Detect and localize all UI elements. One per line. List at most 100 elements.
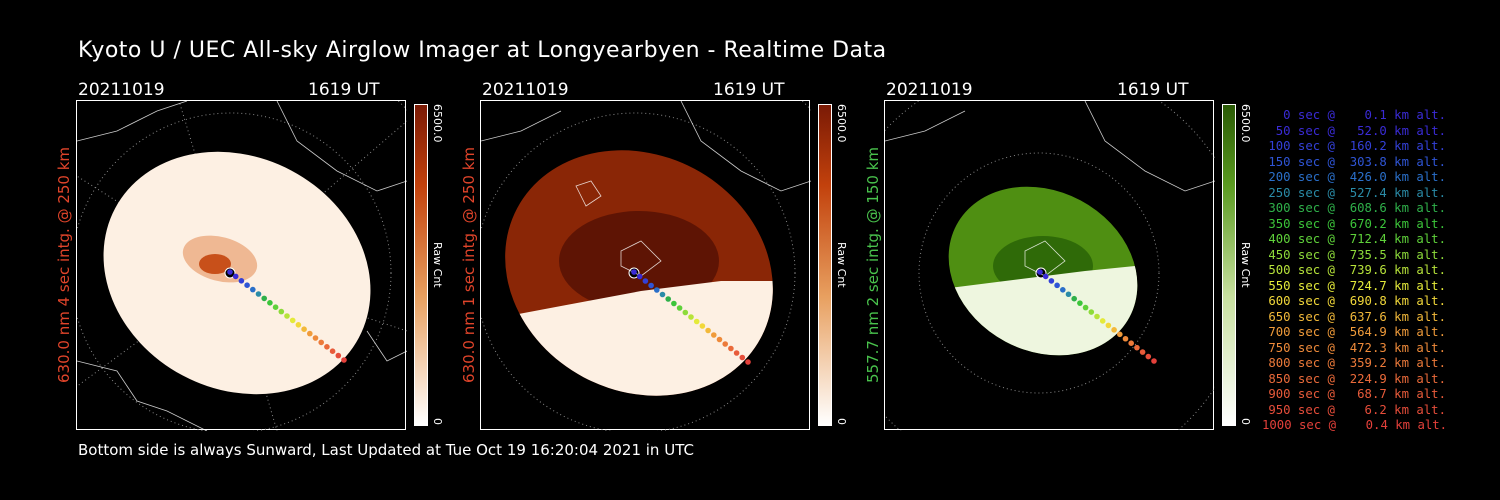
trajectory-dot xyxy=(250,286,256,293)
legend-row: 750 sec @ 472.3 km alt. xyxy=(1268,340,1446,355)
trajectory-dot xyxy=(1071,295,1077,302)
trajectory-dot xyxy=(716,336,723,343)
trajectory-dot xyxy=(1111,327,1117,333)
trajectory-dot xyxy=(688,314,694,320)
trajectory-dot xyxy=(705,327,711,334)
trajectory-dot xyxy=(1060,287,1066,293)
trajectory-dot xyxy=(301,326,307,333)
panel-1-colorbar xyxy=(414,104,428,426)
trajectory-dot xyxy=(1077,300,1083,306)
altitude-legend: 0 sec @ 0.1 km alt. 50 sec @ 52.0 km alt.… xyxy=(1262,108,1448,434)
trajectory-dot xyxy=(636,273,643,280)
panel-1-image xyxy=(76,100,407,431)
trajectory-dot xyxy=(1054,282,1060,289)
trajectory-dot xyxy=(335,352,342,359)
trajectory-dot xyxy=(699,323,706,329)
legend-row: 150 sec @ 303.8 km alt. xyxy=(1268,154,1446,169)
trajectory-dot xyxy=(1122,335,1129,342)
panel-3-time: 1619 UT xyxy=(1117,80,1189,100)
legend-row: 550 sec @ 724.7 km alt. xyxy=(1268,278,1446,293)
legend-row: 50 sec @ 52.0 km alt. xyxy=(1275,123,1446,138)
legend-row: 250 sec @ 527.4 km alt. xyxy=(1268,185,1446,200)
panel-2-time: 1619 UT xyxy=(713,80,785,100)
trajectory-dot xyxy=(341,357,347,363)
legend-row: 0 sec @ 0.1 km alt. xyxy=(1283,108,1446,122)
panel-2-date: 20211019 xyxy=(482,80,569,100)
legend-row: 800 sec @ 359.2 km alt. xyxy=(1268,356,1446,370)
trajectory-dot xyxy=(267,300,273,306)
trajectory-dot xyxy=(232,273,239,280)
trajectory-dot xyxy=(261,295,268,302)
legend-row: 950 sec @ 6.2 km alt. xyxy=(1268,402,1446,417)
footer-text: Bottom side is always Sunward, Last Upda… xyxy=(78,441,694,459)
legend-row: 850 sec @ 224.9 km alt. xyxy=(1268,371,1446,386)
trajectory-dot xyxy=(1065,291,1072,298)
trajectory-dot xyxy=(295,322,302,328)
legend-row: 200 sec @ 426.0 km alt. xyxy=(1268,170,1446,184)
trajectory-dot xyxy=(1037,269,1043,275)
trajectory-dot xyxy=(671,300,677,307)
trajectory-dot xyxy=(329,348,336,355)
legend-row: 900 sec @ 68.7 km alt. xyxy=(1268,387,1446,401)
trajectory-dot xyxy=(733,350,740,356)
trajectory-dot xyxy=(307,330,313,337)
trajectory-dot xyxy=(289,317,296,324)
trajectory-dot xyxy=(1134,344,1140,351)
panel-1-time: 1619 UT xyxy=(308,80,380,100)
panel-2-image xyxy=(480,100,811,431)
trajectory-dot xyxy=(227,269,233,275)
trajectory-dot xyxy=(1082,304,1089,311)
trajectory-dot xyxy=(284,313,290,319)
trajectory-dot xyxy=(1088,309,1095,315)
legend-row: 300 sec @ 608.6 km alt. xyxy=(1268,201,1446,215)
trajectory-dot xyxy=(648,282,654,289)
trajectory-dot xyxy=(1105,322,1112,329)
trajectory-dot xyxy=(654,287,660,293)
trajectory-dot xyxy=(665,296,671,302)
trajectory-dot xyxy=(1048,278,1055,284)
trajectory-dot xyxy=(1139,349,1146,355)
trajectory-dot xyxy=(1094,313,1100,320)
page-title: Kyoto U / UEC All-sky Airglow Imager at … xyxy=(78,38,887,63)
legend-row: 400 sec @ 712.4 km alt. xyxy=(1268,232,1446,246)
legend-row: 500 sec @ 739.6 km alt. xyxy=(1268,263,1446,277)
legend-row: 700 sec @ 564.9 km alt. xyxy=(1268,325,1446,339)
trajectory-dot xyxy=(1117,331,1123,338)
trajectory-dot xyxy=(642,278,649,284)
panel-2-svg xyxy=(481,101,811,431)
trajectory-dot xyxy=(255,291,262,297)
trajectory-dot xyxy=(238,278,245,284)
legend-row: 1000 sec @ 0.4 km alt. xyxy=(1262,418,1448,432)
panel-3-colorbar xyxy=(1222,104,1236,426)
legend-row: 100 sec @ 160.2 km alt. xyxy=(1268,139,1446,153)
panel-1-svg xyxy=(77,101,407,431)
trajectory-dot xyxy=(1128,340,1134,347)
legend-row: 600 sec @ 690.8 km alt. xyxy=(1268,294,1446,308)
trajectory-dot xyxy=(739,354,746,361)
trajectory-dot xyxy=(318,339,325,346)
trajectory-dot xyxy=(676,305,683,311)
panel-2-colorbar xyxy=(818,104,832,426)
panel-3-image xyxy=(884,100,1215,431)
trajectory-dot xyxy=(722,341,728,347)
trajectory-dot xyxy=(1042,273,1049,280)
trajectory-dot xyxy=(1099,318,1106,324)
trajectory-dot xyxy=(693,318,700,325)
trajectory-dot xyxy=(745,359,751,365)
panel-3-svg xyxy=(885,101,1215,431)
trajectory-dot xyxy=(631,269,637,275)
trajectory-dot xyxy=(312,335,319,341)
panel-1-date: 20211019 xyxy=(78,80,165,100)
panel-3-date: 20211019 xyxy=(886,80,973,100)
trajectory-dot xyxy=(278,308,285,315)
legend-row: 350 sec @ 670.2 km alt. xyxy=(1268,216,1446,231)
trajectory-dot xyxy=(659,291,666,298)
trajectory-dot xyxy=(728,345,734,352)
trajectory-dot xyxy=(1145,353,1152,360)
legend-row: 650 sec @ 637.6 km alt. xyxy=(1268,309,1446,324)
trajectory-dot xyxy=(244,282,250,289)
legend-row: 450 sec @ 735.5 km alt. xyxy=(1268,247,1446,262)
trajectory-dot xyxy=(682,309,689,316)
trajectory-dot xyxy=(1151,358,1157,364)
